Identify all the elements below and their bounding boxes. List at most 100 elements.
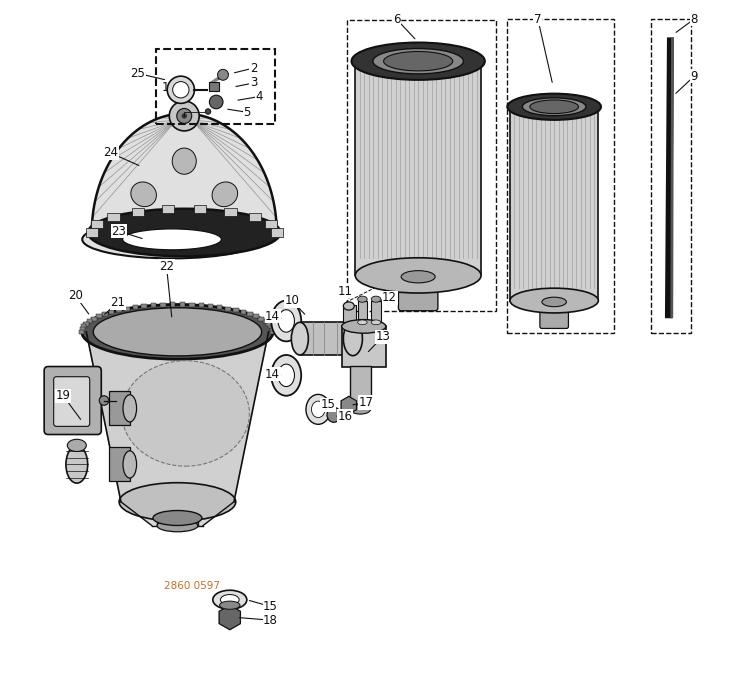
Bar — [116, 308, 122, 312]
Text: 1: 1 — [162, 80, 169, 94]
Bar — [102, 312, 108, 316]
Bar — [651, 19, 691, 333]
Ellipse shape — [510, 288, 599, 313]
Bar — [268, 324, 274, 328]
Text: 2: 2 — [250, 61, 257, 75]
Text: 15: 15 — [263, 600, 278, 613]
Bar — [156, 49, 275, 124]
Text: 19: 19 — [56, 389, 71, 403]
Text: 3: 3 — [250, 76, 257, 90]
Ellipse shape — [344, 322, 362, 356]
FancyBboxPatch shape — [44, 367, 102, 435]
Bar — [270, 327, 275, 331]
Text: 17: 17 — [358, 396, 373, 409]
Text: 12: 12 — [382, 291, 397, 305]
Bar — [259, 316, 264, 320]
Polygon shape — [92, 114, 277, 233]
Ellipse shape — [67, 391, 87, 426]
Text: 22: 22 — [159, 260, 174, 273]
Text: 14: 14 — [265, 309, 280, 323]
Bar — [510, 107, 599, 301]
FancyBboxPatch shape — [540, 297, 569, 328]
Bar — [109, 392, 130, 426]
Ellipse shape — [534, 101, 574, 112]
Text: 8: 8 — [690, 12, 698, 26]
Bar — [157, 517, 198, 526]
Ellipse shape — [220, 594, 239, 605]
Ellipse shape — [123, 394, 137, 422]
Circle shape — [99, 396, 109, 405]
Ellipse shape — [278, 309, 295, 333]
Bar — [162, 205, 174, 214]
Circle shape — [177, 108, 192, 124]
Bar — [371, 301, 381, 322]
Ellipse shape — [153, 511, 202, 526]
Text: 16: 16 — [338, 409, 353, 423]
Bar — [342, 326, 387, 367]
Bar — [80, 327, 85, 331]
Ellipse shape — [358, 296, 367, 302]
Ellipse shape — [384, 52, 453, 71]
Bar — [209, 82, 219, 91]
Bar — [208, 304, 214, 308]
Ellipse shape — [341, 320, 386, 333]
Bar — [96, 314, 102, 318]
Bar — [358, 301, 367, 322]
Text: 7: 7 — [534, 12, 541, 26]
Bar — [347, 20, 496, 311]
Bar — [180, 303, 185, 307]
Ellipse shape — [371, 296, 381, 302]
Ellipse shape — [523, 98, 586, 116]
Ellipse shape — [311, 401, 325, 418]
Ellipse shape — [371, 320, 381, 325]
Ellipse shape — [157, 520, 198, 532]
Bar — [226, 307, 231, 311]
Ellipse shape — [213, 590, 247, 609]
Bar — [507, 19, 614, 333]
Ellipse shape — [123, 451, 137, 478]
Polygon shape — [219, 605, 241, 630]
Bar — [170, 303, 175, 307]
Circle shape — [209, 95, 223, 109]
Ellipse shape — [212, 182, 238, 207]
Bar — [271, 330, 276, 334]
Bar — [194, 205, 206, 214]
Text: 5: 5 — [243, 105, 250, 119]
Ellipse shape — [542, 297, 566, 307]
Polygon shape — [341, 396, 356, 414]
Bar — [190, 303, 195, 307]
Text: 11: 11 — [338, 284, 353, 298]
Bar — [249, 214, 261, 222]
Ellipse shape — [122, 360, 250, 466]
Ellipse shape — [82, 305, 273, 359]
Ellipse shape — [88, 209, 280, 256]
Circle shape — [205, 109, 211, 114]
Bar — [262, 319, 268, 323]
Ellipse shape — [271, 355, 302, 396]
Ellipse shape — [131, 182, 156, 207]
Bar — [150, 303, 156, 307]
Bar — [160, 303, 165, 307]
Ellipse shape — [123, 229, 221, 250]
Ellipse shape — [82, 220, 262, 258]
Bar — [300, 322, 353, 355]
FancyBboxPatch shape — [53, 377, 89, 426]
Bar — [83, 322, 89, 326]
Ellipse shape — [306, 394, 330, 424]
Ellipse shape — [291, 322, 308, 355]
Text: 18: 18 — [263, 613, 278, 627]
Bar — [86, 228, 98, 237]
Bar — [241, 310, 246, 314]
Text: 24: 24 — [103, 146, 118, 160]
Bar — [355, 61, 481, 275]
Ellipse shape — [373, 48, 463, 74]
Bar — [79, 330, 84, 334]
Text: 23: 23 — [111, 224, 126, 238]
Polygon shape — [121, 502, 234, 526]
Ellipse shape — [390, 53, 447, 69]
Text: 15: 15 — [321, 398, 336, 411]
Bar — [217, 305, 223, 309]
Text: 2860 0597: 2860 0597 — [164, 581, 220, 591]
Bar — [124, 307, 129, 311]
Bar — [132, 208, 144, 216]
